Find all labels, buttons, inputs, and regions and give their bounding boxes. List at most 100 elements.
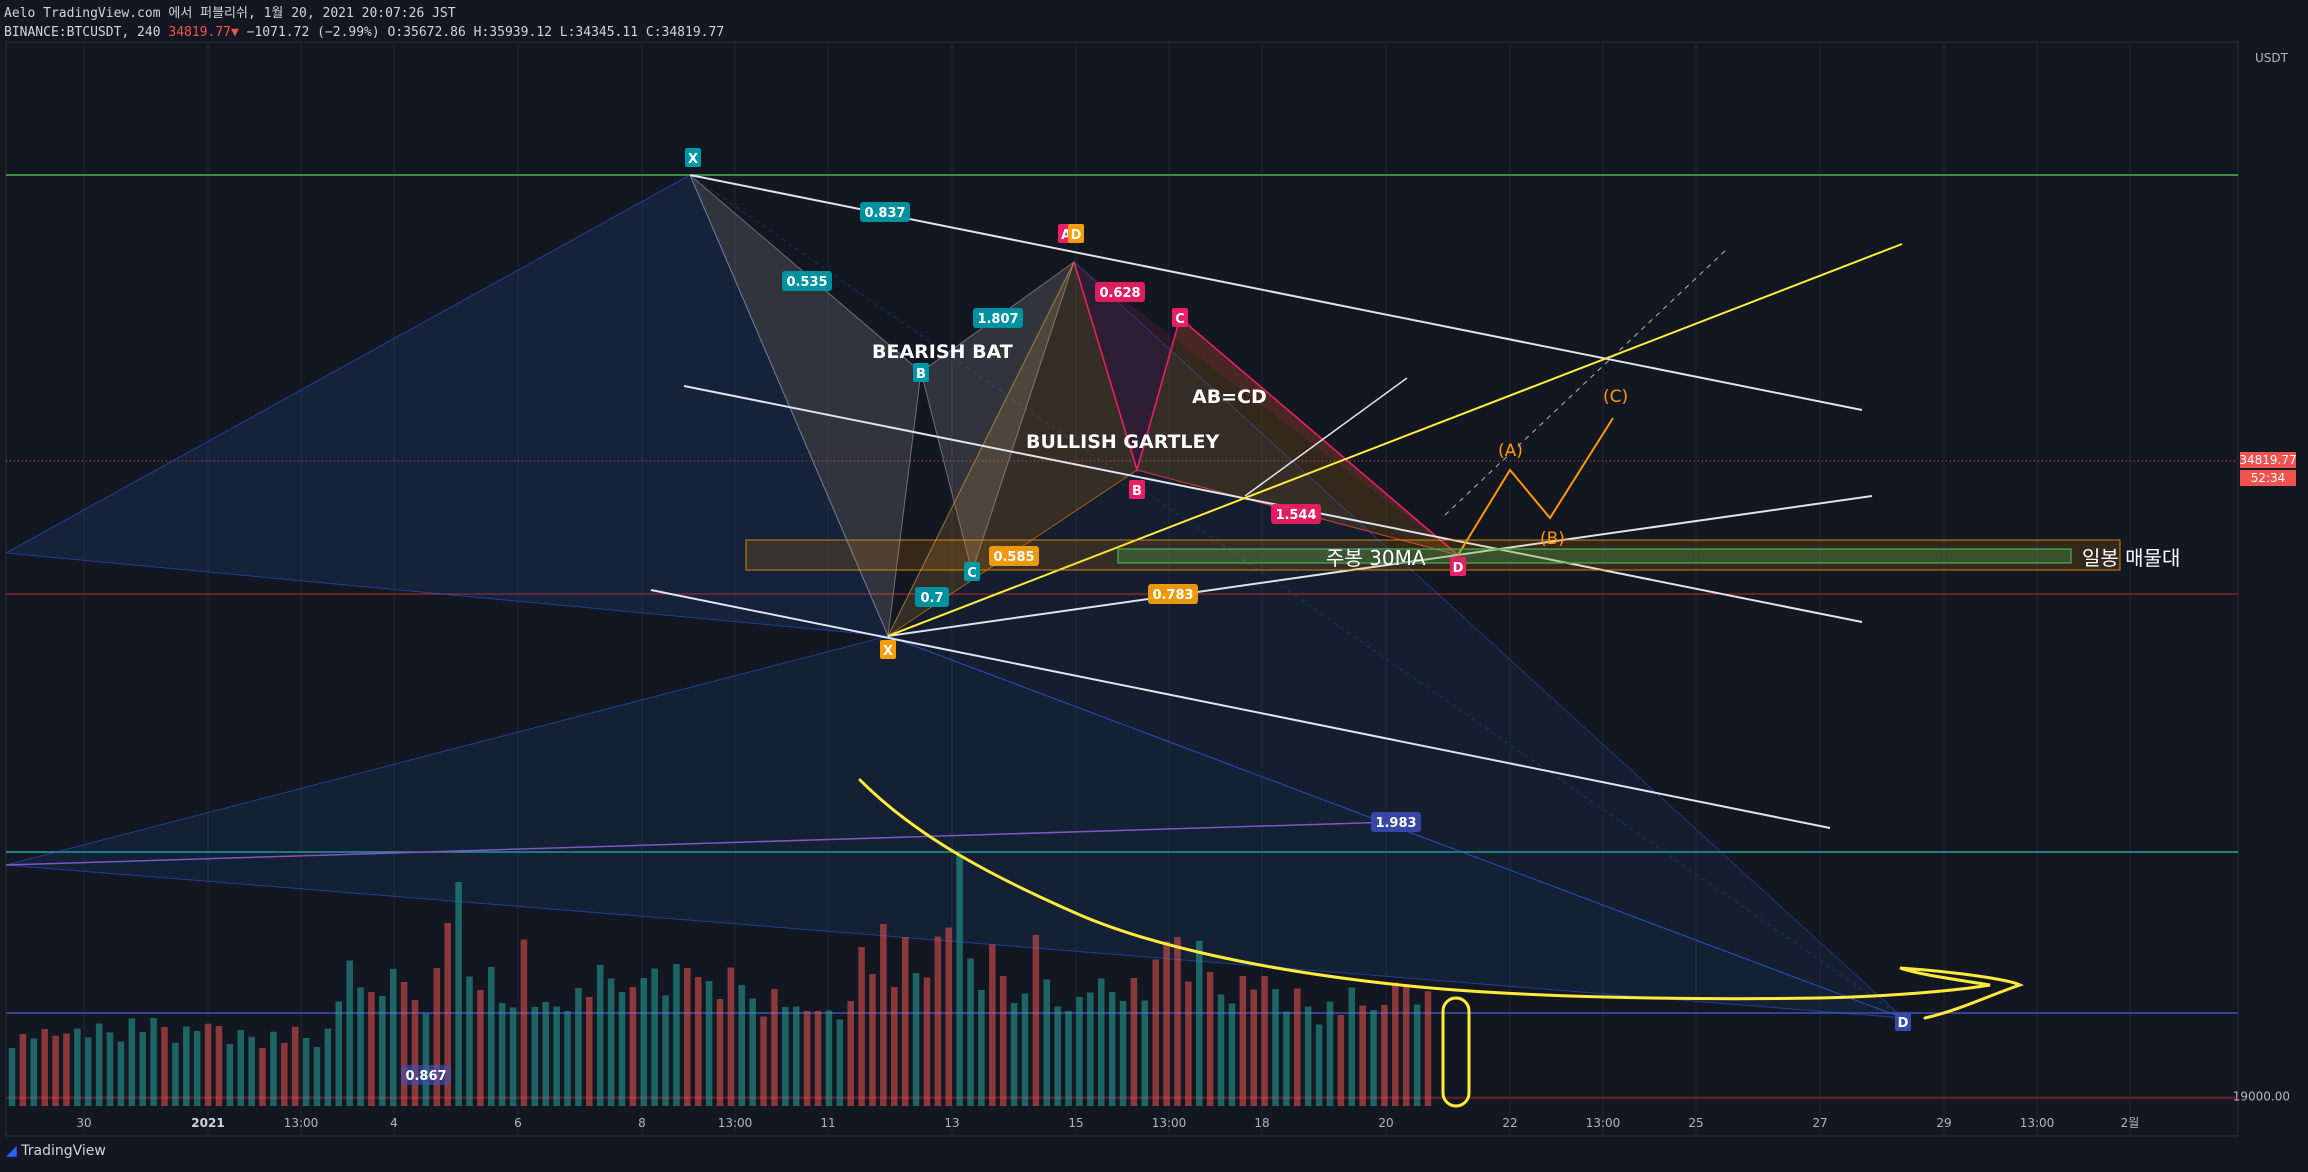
- volume-bar: [8, 1048, 16, 1106]
- volume-bar: [30, 1038, 38, 1106]
- volume-bar: [346, 960, 353, 1106]
- ratio-tag: [782, 271, 832, 291]
- time-tick: 2월: [2121, 1116, 2140, 1130]
- point-text: X: [688, 152, 698, 167]
- symbol-info[interactable]: BINANCE:BTCUSDT, 240: [4, 25, 161, 40]
- volume-bar: [869, 974, 876, 1106]
- hand-drawn-arrow: [858, 778, 2024, 1020]
- ratio-text: 0.535: [786, 275, 827, 290]
- volume-bar: [313, 1047, 321, 1106]
- volume-bar: [1424, 991, 1432, 1106]
- point-text: C: [967, 566, 977, 581]
- volume-bar: [1185, 981, 1192, 1106]
- ratio-tag: [1095, 282, 1145, 302]
- price-change: −1071.72 (−2.99%): [246, 25, 380, 40]
- brand-text: TradingView: [21, 1143, 106, 1159]
- volume-bar: [1010, 1003, 1018, 1106]
- time-tick: 4: [390, 1116, 398, 1130]
- ratio-text: 0.783: [1152, 588, 1193, 603]
- volume-bar: [1087, 992, 1094, 1106]
- volume-bar: [694, 977, 702, 1106]
- volume-bar: [41, 1029, 48, 1106]
- price-axis[interactable]: 19000.0020000.0021000.0022000.0023000.00…: [2233, 0, 2290, 1104]
- volume-bar: [139, 1032, 146, 1106]
- volume-bar: [422, 1013, 430, 1106]
- volume-bar: [259, 1048, 266, 1106]
- publish-info: Aelo TradingView.com 에서 퍼블리쉬, 1월 20, 202…: [4, 6, 456, 21]
- ohlc-high: H:35939.12: [473, 25, 552, 40]
- channel-bottom-line[interactable]: [650, 589, 1831, 829]
- volume-bar: [640, 978, 648, 1106]
- time-axis[interactable]: 30 2021 13:00 4 6 8 13:00 11 13 15 13:00 18 20 22 13:0…: [76, 1116, 2139, 1130]
- time-tick: 13:00: [2020, 1116, 2055, 1130]
- orange-zone[interactable]: [745, 539, 2121, 571]
- volume-bar: [1272, 989, 1279, 1106]
- volume-bar: [531, 1007, 539, 1106]
- ratio-tag: [989, 546, 1039, 566]
- last-price-text: 34819.77: [2239, 453, 2296, 467]
- volume-bar: [564, 1011, 571, 1106]
- point-text: B: [916, 367, 926, 382]
- volume-bar: [84, 1037, 92, 1106]
- volume-bar: [193, 1031, 201, 1106]
- volume-bar: [63, 1033, 70, 1106]
- volume-bar: [880, 924, 887, 1106]
- point-tag: [1450, 557, 1466, 576]
- ratio-text: 1.544: [1275, 508, 1316, 523]
- yellow-trend-line[interactable]: [887, 243, 1903, 637]
- volume-bar: [782, 1007, 789, 1106]
- volume-bar: [74, 1028, 81, 1106]
- support-trend-line[interactable]: [887, 495, 1873, 637]
- volume-bar: [999, 976, 1007, 1106]
- ohlc-close: C:34819.77: [645, 25, 725, 40]
- volume-bar: [1043, 979, 1051, 1106]
- tradingview-brand[interactable]: ◢ TradingView: [6, 1143, 106, 1159]
- volume-bar: [901, 937, 909, 1106]
- point-tag: [964, 562, 980, 581]
- point-tag: [913, 363, 929, 382]
- ratio-text: 0.628: [1099, 286, 1140, 301]
- chart-header: Aelo TradingView.com 에서 퍼블리쉬, 1월 20, 202…: [4, 4, 724, 42]
- last-price-tag: [2240, 452, 2296, 468]
- volume-bar: [629, 987, 637, 1106]
- volume-bar: [1304, 1006, 1312, 1106]
- volume-bar: [204, 1023, 212, 1106]
- volume-bar: [967, 958, 974, 1106]
- countdown-tag: [2240, 470, 2296, 486]
- abcd-pattern[interactable]: [1073, 261, 1459, 556]
- time-tick: 13:00: [1586, 1116, 1621, 1130]
- volume-bar: [1381, 1005, 1388, 1106]
- volume-bar: [1206, 972, 1214, 1106]
- point-text: C: [1175, 312, 1185, 327]
- volume-bar: [433, 968, 441, 1106]
- volume-bar: [1141, 1000, 1149, 1106]
- point-tag: [685, 148, 701, 167]
- volume-bar: [705, 981, 713, 1106]
- time-tick: 13:00: [284, 1116, 319, 1130]
- pattern-point-tags: X A B C D X B C D D: [685, 148, 1911, 1031]
- volume-bar: [1130, 978, 1138, 1106]
- volume-bar: [1065, 1011, 1072, 1106]
- time-tick: 13:00: [718, 1116, 753, 1130]
- volume-bar: [291, 1026, 299, 1106]
- volume-bar: [106, 1032, 114, 1106]
- volume-bar: [618, 992, 626, 1106]
- point-tag: [880, 640, 896, 659]
- down-triangle-icon: ▼: [231, 25, 239, 40]
- ratio-tag: [1148, 584, 1198, 604]
- ratio-text: 0.867: [405, 1069, 446, 1084]
- volume-bar: [1119, 1001, 1127, 1106]
- elliott-projection[interactable]: [1457, 417, 1614, 556]
- point-tag: [1172, 308, 1188, 327]
- volume-bar: [117, 1041, 125, 1106]
- volume-bar: [651, 968, 658, 1106]
- channel-mid-line[interactable]: [683, 385, 1863, 623]
- tradingview-logo-icon: ◢: [6, 1143, 17, 1159]
- wedge-line[interactable]: [1244, 377, 1408, 497]
- daily-supply-zone[interactable]: [1117, 548, 2072, 564]
- currency-label[interactable]: USDT: [2255, 51, 2289, 65]
- time-tick: 22: [1502, 1116, 1517, 1130]
- volume-bar: [749, 998, 756, 1106]
- point-text: D: [1453, 561, 1464, 576]
